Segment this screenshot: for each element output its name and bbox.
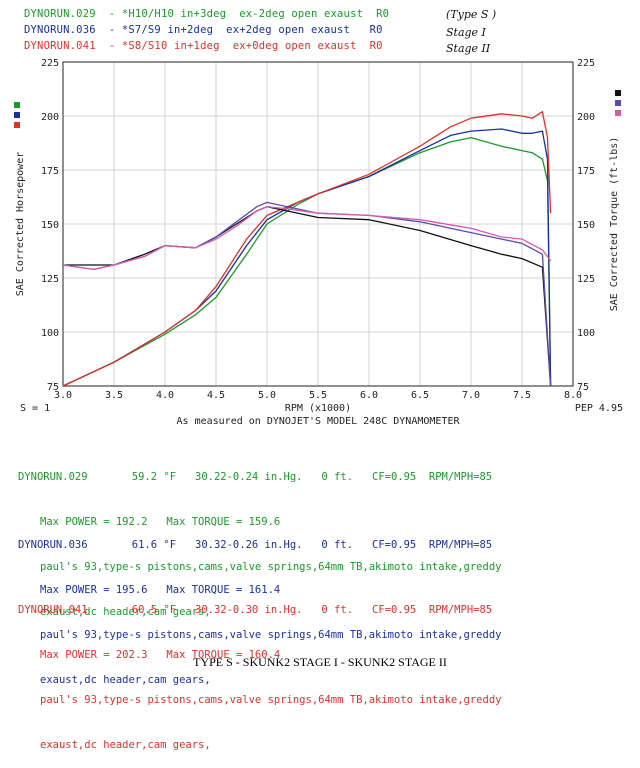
y-tick-label-left: 150 <box>41 220 59 231</box>
swatch-right-2 <box>615 100 621 106</box>
y-tick-label-right: 100 <box>577 328 595 339</box>
x-tick-label: 3.5 <box>105 390 123 401</box>
y-tick-label-right: 225 <box>577 58 595 69</box>
run-info-line1: DYNORUN.029 59.2 °F 30.22-0.24 in.Hg. 0 … <box>18 471 493 483</box>
x-axis-label: RPM (x1000) <box>285 403 351 414</box>
y-axis-label-left: SAE Corrected Horsepower <box>15 152 26 297</box>
run-info-line4: exaust,dc header,cam gears, <box>40 739 211 751</box>
x-tick-label: 5.0 <box>258 390 276 401</box>
run-info-line3: paul's 93,type-s pistons,cams,valve spri… <box>40 694 502 706</box>
y-tick-label-left: 125 <box>41 274 59 285</box>
tick-labels: 3.0 3.5 4.0 4.5 5.0 5.5 6.0 6.5 7.0 7.5 8.075 75100… <box>41 58 595 401</box>
swatch-right-1 <box>615 90 621 96</box>
run-info-line3: paul's 93,type-s pistons,cams,valve spri… <box>40 629 502 641</box>
x-tick-label: 7.0 <box>462 390 480 401</box>
x-tick-label: 6.5 <box>411 390 429 401</box>
swatch-left-3 <box>14 122 20 128</box>
x-tick-label: 5.5 <box>309 390 327 401</box>
x-tick-label: 4.0 <box>156 390 174 401</box>
run-info-line3: paul's 93,type-s pistons,cams,valve spri… <box>40 561 502 573</box>
header-run-2: DYNORUN.036 - *S7/S9 in+2deg ex+2deg ope… <box>24 24 383 36</box>
y-tick-label-left: 225 <box>41 58 59 69</box>
legend-swatches <box>14 90 621 128</box>
dyno-caption: As measured on DYNOJET'S MODEL 248C DYNA… <box>177 416 461 427</box>
y-tick-label-right: 125 <box>577 274 595 285</box>
series-line-6 <box>62 206 552 271</box>
run-info-line1: DYNORUN.036 61.6 °F 30.32-0.26 in.Hg. 0 … <box>18 539 493 551</box>
swatch-right-3 <box>615 110 621 116</box>
figure-caption: TYPE S - SKUNK2 STAGE I - SKUNK2 STAGE I… <box>193 655 447 669</box>
x-tick-label: 6.0 <box>360 390 378 401</box>
swatch-left-1 <box>14 102 20 108</box>
y-tick-label-right: 150 <box>577 220 595 231</box>
y-tick-label-right: 75 <box>577 382 589 393</box>
y-tick-label-right: 200 <box>577 112 595 123</box>
y-tick-label-left: 175 <box>41 166 59 177</box>
y-tick-label-left: 75 <box>47 382 59 393</box>
run-info-041: DYNORUN.041 60.5 °F 30.32-0.30 in.Hg. 0 … <box>18 573 501 768</box>
swatch-left-2 <box>14 112 20 118</box>
x-tick-label: 4.5 <box>207 390 225 401</box>
header-run-1: DYNORUN.029 - *H10/H10 in+3deg ex-2deg o… <box>24 8 390 20</box>
series-line-3 <box>62 111 552 387</box>
series-lines <box>62 111 552 387</box>
dyno-chart: 3.0 3.5 4.0 4.5 5.0 5.5 6.0 6.5 7.0 7.5 8.075 75100… <box>14 58 623 427</box>
x-tick-label: 3.0 <box>54 390 72 401</box>
annotation-stage-1: Stage I <box>446 26 486 39</box>
run-info-line1: DYNORUN.041 60.5 °F 30.32-0.30 in.Hg. 0 … <box>18 604 493 616</box>
x-tick-label: 8.0 <box>564 390 582 401</box>
plot-frame <box>62 61 574 387</box>
header-run-3: DYNORUN.041 - *S8/S10 in+1deg ex+0deg op… <box>24 40 383 52</box>
y-tick-label-left: 100 <box>41 328 59 339</box>
annotation-type-s: (Type S ) <box>446 8 497 21</box>
y-axis-label-right: SAE Corrected Torque (ft-lbs) <box>609 137 620 312</box>
run-info-line4: exaust,dc header,cam gears, <box>40 606 211 618</box>
run-info-036: DYNORUN.036 61.6 °F 30.32-0.26 in.Hg. 0 … <box>18 508 501 703</box>
annotation-stage-2: Stage II <box>446 42 491 55</box>
y-tick-label-left: 200 <box>41 112 59 123</box>
pep-label: PEP 4.95 <box>575 403 623 414</box>
run-info-line4: exaust,dc header,cam gears, <box>40 674 211 686</box>
run-info-029: DYNORUN.029 59.2 °F 30.22-0.24 in.Hg. 0 … <box>18 440 501 635</box>
run-info-line2: Max POWER = 202.3 Max TORQUE = 160.4 <box>40 649 281 661</box>
smoothing-label: S = 1 <box>20 403 50 414</box>
y-tick-label-right: 175 <box>577 166 595 177</box>
x-tick-label: 7.5 <box>513 390 531 401</box>
run-info-line2: Max POWER = 192.2 Max TORQUE = 159.6 <box>40 516 281 528</box>
chart-grid <box>62 61 574 387</box>
run-info-line2: Max POWER = 195.6 Max TORQUE = 161.4 <box>40 584 281 596</box>
